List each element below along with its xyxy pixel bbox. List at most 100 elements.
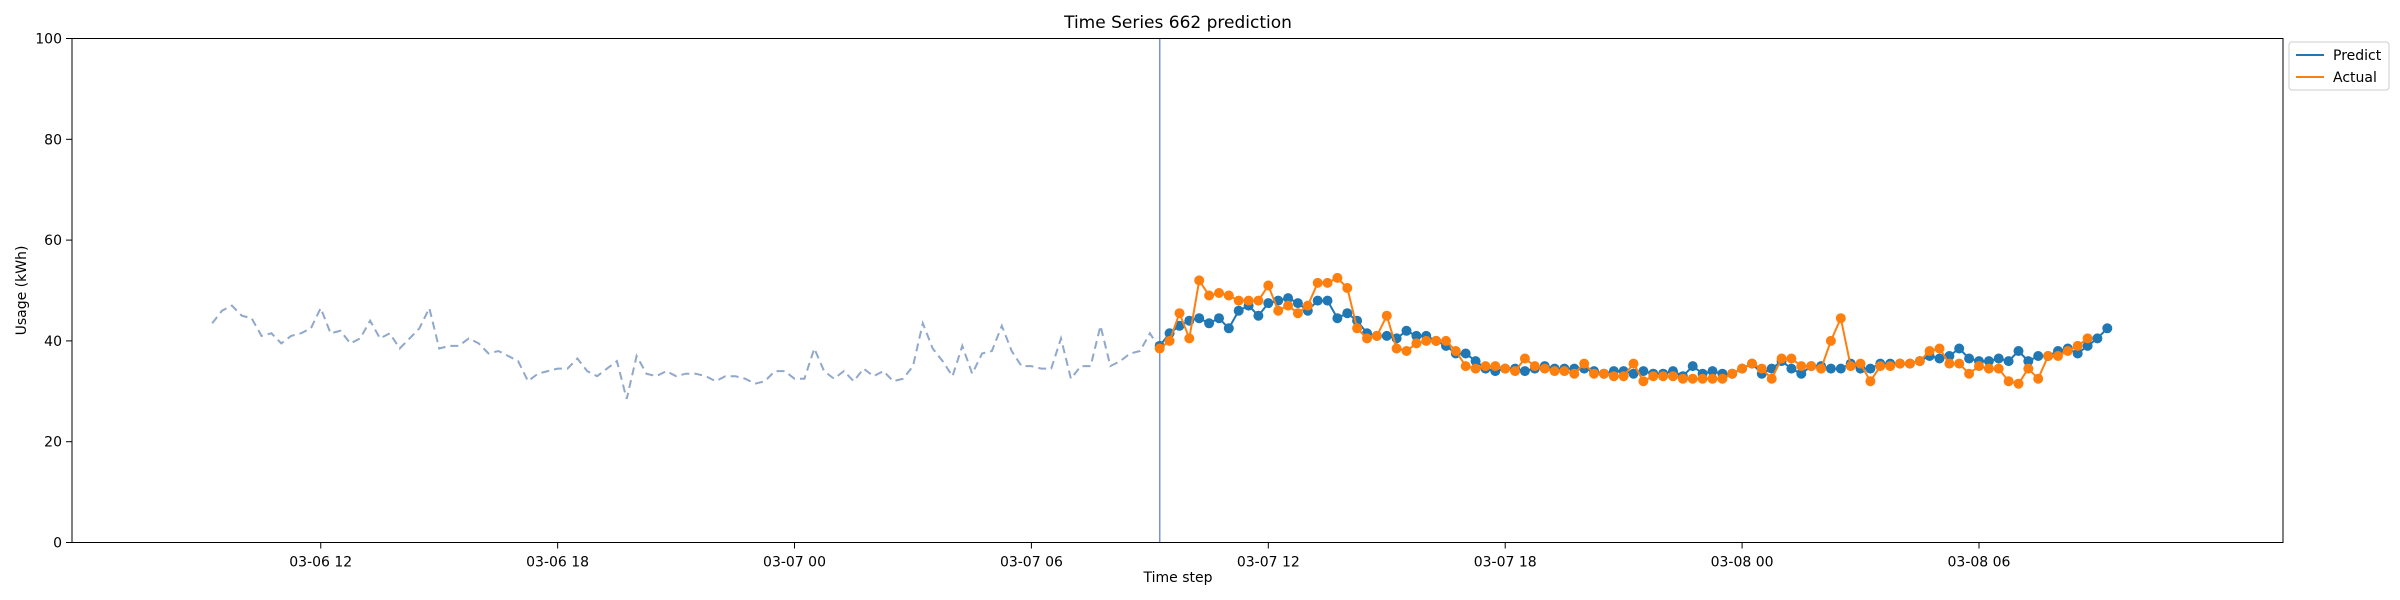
point-actual-58 [1727, 368, 1738, 379]
point-actual-86 [2003, 376, 2014, 387]
point-actual-7 [1223, 290, 1234, 301]
point-actual-56 [1707, 373, 1718, 384]
point-actual-40 [1549, 366, 1560, 377]
point-predict-81 [1954, 343, 1965, 354]
point-actual-57 [1717, 373, 1728, 384]
plot-frame [71, 38, 2284, 543]
point-predict-7 [1223, 323, 1234, 334]
point-actual-10 [1253, 295, 1264, 306]
point-actual-59 [1737, 363, 1748, 374]
point-predict-65 [1796, 368, 1807, 379]
point-actual-23 [1381, 310, 1392, 321]
x-tick-label: 03-07 18 [1474, 555, 1537, 571]
point-actual-91 [2053, 351, 2063, 361]
point-actual-69 [1835, 313, 1846, 324]
x-tick-label: 03-08 06 [1948, 555, 2011, 571]
point-actual-51 [1658, 371, 1669, 382]
point-actual-28 [1431, 335, 1442, 346]
point-actual-55 [1697, 373, 1708, 384]
point-actual-65 [1796, 361, 1807, 372]
point-actual-20 [1352, 323, 1363, 334]
point-predict-6 [1214, 313, 1224, 324]
point-actual-66 [1806, 361, 1817, 372]
point-actual-80 [1944, 358, 1955, 369]
point-actual-71 [1855, 358, 1866, 369]
point-actual-0 [1154, 343, 1165, 354]
point-predict-17 [1322, 295, 1333, 306]
x-axis: 03-06 12 03-06 18 03-07 00 03-07 06 03-07 12… [289, 542, 2011, 571]
point-predict-93 [2072, 348, 2083, 359]
point-actual-89 [2033, 373, 2044, 384]
point-predict-89 [2033, 351, 2044, 361]
point-predict-79 [1934, 353, 1945, 364]
x-tick-label: 03-07 06 [1000, 555, 1063, 571]
point-predict-2 [1174, 320, 1185, 331]
point-predict-26 [1411, 330, 1422, 341]
point-actual-76 [1904, 358, 1915, 369]
series-actual [1154, 272, 2093, 389]
legend-label-actual: Actual [2333, 70, 2377, 86]
point-actual-1 [1164, 335, 1175, 346]
point-actual-12 [1273, 305, 1284, 316]
point-actual-93 [2072, 340, 2083, 351]
point-actual-90 [2043, 351, 2054, 361]
y-tick-label: 20 [44, 435, 62, 451]
point-actual-24 [1391, 343, 1402, 354]
point-actual-64 [1786, 353, 1797, 364]
point-actual-22 [1371, 330, 1382, 341]
point-actual-54 [1687, 373, 1698, 384]
point-actual-74 [1885, 361, 1896, 372]
point-predict-19 [1342, 308, 1353, 319]
point-actual-15 [1302, 300, 1313, 311]
point-actual-14 [1292, 308, 1303, 319]
point-actual-37 [1519, 353, 1530, 364]
point-predict-4 [1194, 313, 1205, 324]
point-actual-32 [1470, 363, 1481, 374]
point-actual-82 [1964, 368, 1975, 379]
point-predict-95 [2092, 333, 2103, 344]
y-tick-label: 60 [44, 233, 62, 249]
point-predict-10 [1253, 310, 1264, 321]
point-predict-69 [1835, 363, 1846, 374]
point-predict-94 [2082, 340, 2093, 351]
point-actual-63 [1776, 353, 1787, 364]
point-actual-5 [1204, 290, 1215, 301]
point-actual-9 [1243, 295, 1254, 306]
point-predict-96 [2102, 323, 2113, 334]
point-predict-87 [2013, 346, 2024, 356]
point-actual-38 [1529, 361, 1540, 372]
point-actual-21 [1362, 333, 1372, 344]
point-actual-53 [1677, 373, 1688, 384]
point-predict-13 [1283, 293, 1294, 304]
point-actual-43 [1579, 358, 1590, 369]
point-actual-92 [2062, 346, 2073, 356]
y-tick-label: 40 [44, 334, 62, 350]
point-predict-25 [1401, 325, 1412, 336]
point-predict-86 [2003, 356, 2014, 367]
point-actual-2 [1174, 308, 1185, 319]
point-actual-36 [1510, 366, 1521, 377]
point-predict-49 [1638, 366, 1649, 377]
point-actual-50 [1648, 371, 1659, 382]
point-predict-68 [1825, 363, 1836, 374]
point-actual-44 [1589, 368, 1599, 379]
y-tick-label: 0 [53, 536, 62, 552]
point-actual-73 [1875, 361, 1886, 372]
point-actual-39 [1539, 363, 1550, 374]
point-actual-78 [1924, 346, 1935, 356]
point-predict-56 [1707, 366, 1718, 377]
x-tick-label: 03-08 00 [1711, 555, 1774, 571]
history-line [211, 304, 1161, 400]
point-actual-94 [2082, 333, 2093, 344]
y-axis: 0 20 40 60 80 100 [35, 32, 72, 552]
point-predict-88 [2023, 356, 2034, 367]
point-actual-88 [2023, 363, 2034, 374]
point-predict-64 [1786, 363, 1797, 374]
point-actual-34 [1490, 361, 1501, 372]
point-predict-8 [1233, 305, 1244, 316]
point-actual-79 [1934, 343, 1945, 354]
point-actual-11 [1263, 280, 1274, 291]
point-actual-49 [1638, 376, 1649, 387]
y-tick-label: 80 [44, 132, 62, 148]
